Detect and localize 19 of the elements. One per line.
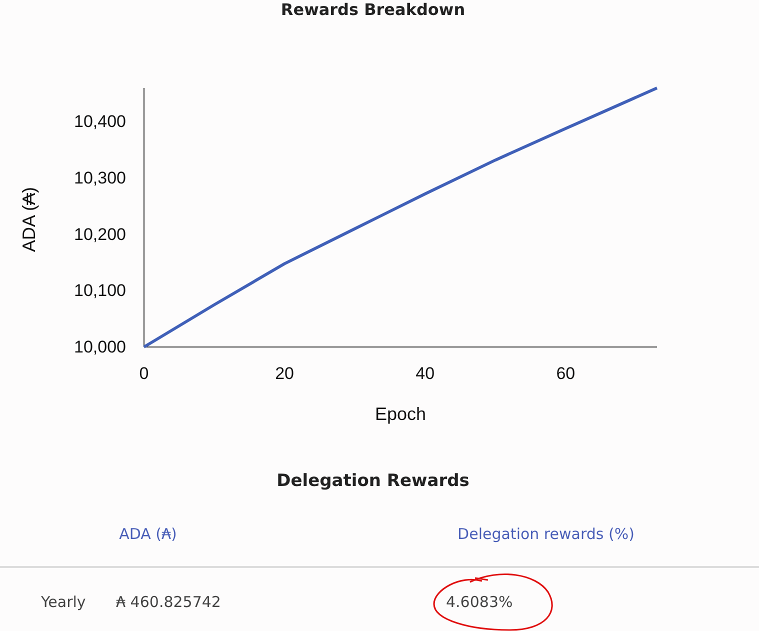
x-tick-label: 60: [556, 364, 576, 384]
y-tick-label: 10,100: [74, 281, 126, 300]
y-tick-label: 10,300: [74, 168, 126, 188]
y-tick-label: 10,000: [74, 337, 126, 356]
x-tick-label: 20: [275, 364, 294, 384]
y-tick-label: 10,400: [74, 112, 126, 132]
text: Delegation rewards (%): [458, 525, 634, 543]
text: Yearly: [40, 593, 86, 611]
text: Delegation Rewards: [276, 471, 470, 491]
chart-title: Rewards Breakdown: [280, 0, 466, 19]
x-axis-title: Epoch: [374, 404, 426, 424]
text: 4.6083%: [446, 593, 513, 611]
text: ADA (₳): [119, 525, 177, 543]
text: ₳ 460.825742: [116, 593, 221, 611]
line-series: [142, 86, 658, 348]
y-tick-label: 10,200: [74, 224, 126, 244]
x-tick-label: 0: [139, 364, 149, 384]
x-tick-label: 40: [416, 364, 435, 384]
y-axis-title: ADA (₳): [19, 186, 39, 252]
